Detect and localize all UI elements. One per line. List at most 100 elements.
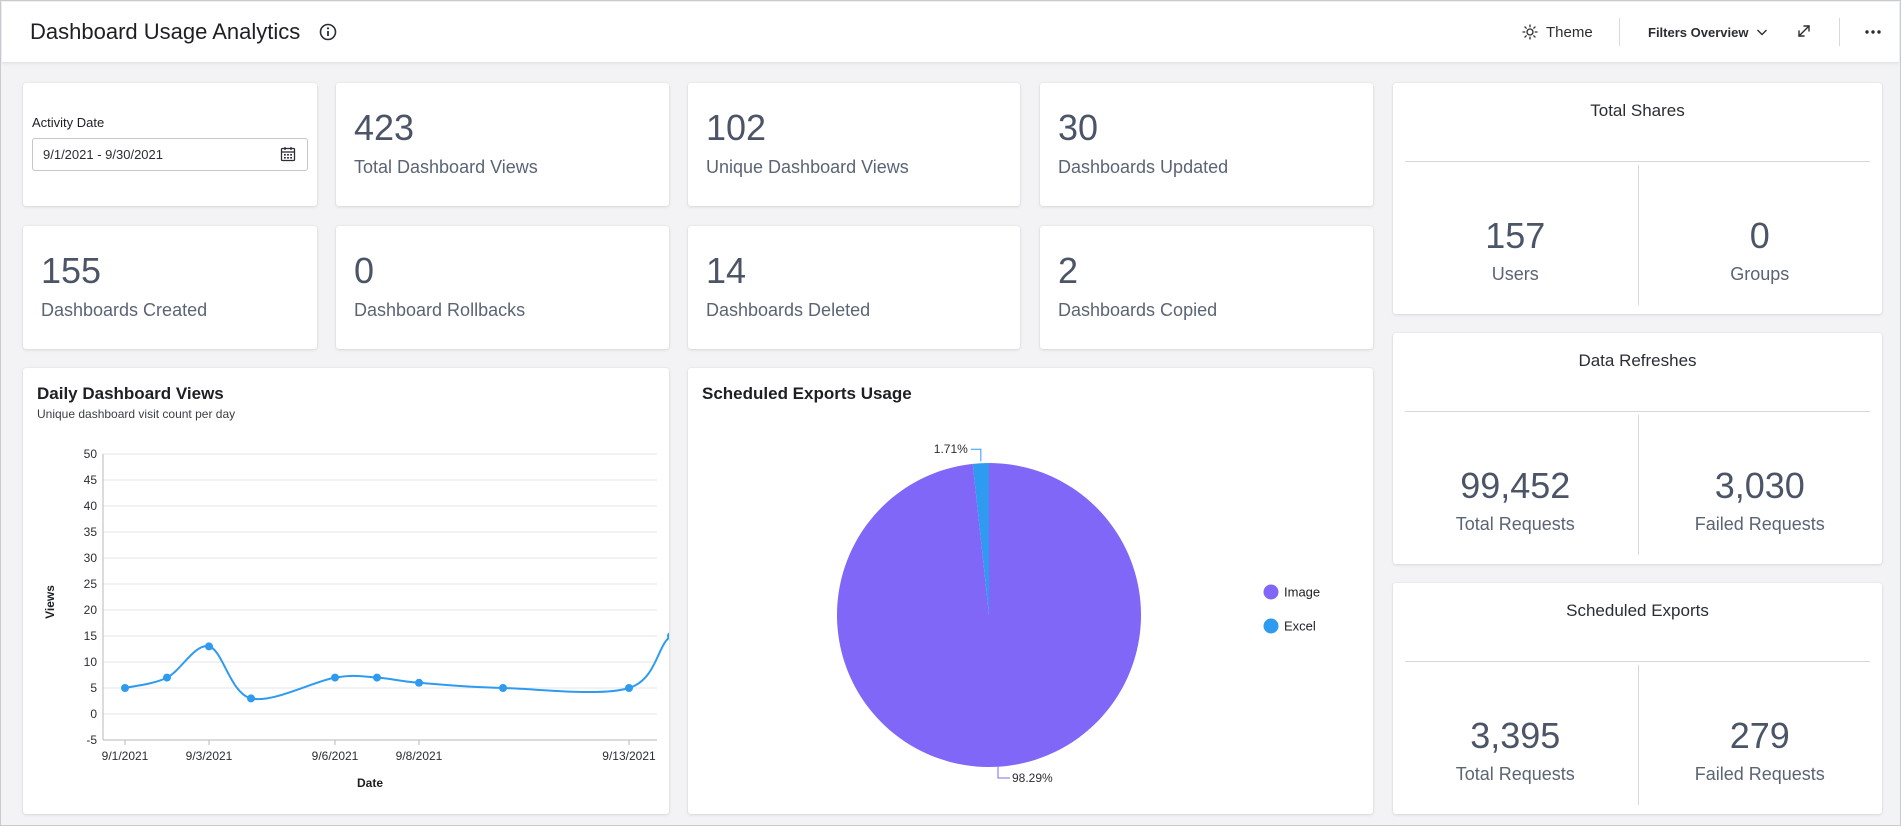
total-requests-label: Total Requests [1455, 764, 1575, 784]
data-label-excel: 1.71% [934, 442, 968, 456]
kpi-card-total-views: 423 Total Dashboard Views [336, 83, 669, 206]
total-shares-card: Total Shares 157 Users 0 Groups [1393, 83, 1882, 314]
divider [1405, 411, 1870, 412]
kpi-card-dashboards-deleted: 14 Dashboards Deleted [688, 226, 1020, 349]
kpi-value: 30 [1058, 107, 1099, 148]
y-tick-label: 0 [90, 707, 97, 721]
kpi-label: Dashboards Deleted [706, 300, 871, 320]
filters-overview-label: Filters Overview [1648, 24, 1749, 40]
kpi-value: 14 [706, 250, 747, 291]
data-point [373, 673, 381, 682]
card-title: Total Shares [1590, 101, 1685, 120]
dashboard-title: Dashboard Usage Analytics [30, 19, 301, 44]
pie-slice-image [837, 463, 1141, 767]
data-refreshes-card: Data Refreshes 99,452 Total Requests 3,0… [1393, 333, 1882, 564]
toolbar-divider [1839, 18, 1840, 46]
y-tick-label: -5 [86, 733, 97, 747]
users-count: 157 [1485, 215, 1546, 256]
theme-label: Theme [1546, 23, 1593, 41]
divider [1637, 665, 1639, 805]
chart-subtitle: Unique dashboard visit count per day [37, 407, 236, 421]
line-chart: -5 0 5 10 15 20 25 30 35 40 45 50 9/1/2021 9/3/2021 9/… [43, 447, 669, 790]
groups-count: 0 [1749, 215, 1770, 256]
legend-swatch [1263, 618, 1279, 634]
kpi-card-dashboards-copied: 2 Dashboards Copied [1040, 226, 1373, 349]
legend-label: Excel [1284, 619, 1316, 634]
card-title: Data Refreshes [1578, 351, 1697, 370]
failed-requests-label: Failed Requests [1694, 764, 1825, 784]
theme-button[interactable]: Theme [1522, 20, 1593, 44]
series-line [124, 636, 669, 701]
scheduled-exports-chart-card: Scheduled Exports Usage 1.71% 98.29% Image… [688, 368, 1373, 814]
date-filter-label: Activity Date [32, 115, 105, 130]
kpi-card-dashboards-created: 155 Dashboards Created [23, 226, 317, 349]
kpi-value: 423 [354, 107, 415, 148]
kpi-label: Dashboards Created [41, 300, 208, 320]
chart-title: Daily Dashboard Views [37, 384, 224, 403]
y-tick-label: 15 [84, 629, 98, 643]
sun-icon [1522, 24, 1538, 40]
info-icon[interactable] [318, 22, 338, 42]
y-tick-label: 40 [84, 499, 98, 513]
date-range-input[interactable]: 9/1/2021 - 9/30/2021 [32, 138, 308, 171]
groups-label: Groups [1730, 264, 1790, 284]
x-tick-label: 9/8/2021 [396, 749, 443, 763]
expand-icon[interactable] [1794, 21, 1814, 41]
y-axis-label: Views [43, 585, 57, 619]
daily-views-chart-card: Daily Dashboard Views Unique dashboard v… [23, 368, 669, 814]
total-requests-count: 99,452 [1460, 465, 1571, 506]
x-tick-label: 9/6/2021 [312, 749, 359, 763]
failed-requests-label: Failed Requests [1694, 514, 1825, 534]
total-requests-label: Total Requests [1455, 514, 1575, 534]
kpi-label: Unique Dashboard Views [706, 157, 909, 177]
y-tick-label: 30 [84, 551, 98, 565]
date-filter-card: Activity Date 9/1/2021 - 9/30/2021 [23, 83, 317, 206]
legend-swatch [1263, 584, 1279, 600]
y-tick-label: 45 [84, 473, 98, 487]
y-tick-label: 50 [84, 447, 98, 461]
scheduled-exports-card: Scheduled Exports 3,395 Total Requests 2… [1393, 583, 1882, 814]
data-point [625, 684, 633, 692]
date-range-value: 9/1/2021 - 9/30/2021 [43, 147, 163, 162]
chevron-down-icon [1757, 29, 1768, 36]
y-tick-label: 20 [84, 603, 98, 617]
kpi-value: 102 [706, 107, 767, 148]
top-bar: Dashboard Usage Analytics Theme Filters … [2, 2, 1899, 63]
divider [1637, 165, 1639, 305]
divider [1405, 661, 1870, 662]
total-requests-count: 3,395 [1470, 715, 1561, 756]
x-tick-label: 9/1/2021 [102, 749, 149, 763]
x-tick-label: 9/3/2021 [186, 749, 233, 763]
calendar-icon[interactable] [279, 145, 297, 163]
filters-overview-button[interactable]: Filters Overview [1648, 20, 1768, 44]
kpi-label: Total Dashboard Views [354, 157, 538, 177]
more-options-icon[interactable] [1862, 21, 1884, 43]
data-point [163, 673, 171, 682]
divider [1637, 415, 1639, 555]
failed-requests-count: 3,030 [1714, 465, 1805, 506]
data-point [415, 678, 423, 687]
x-axis-label: Date [357, 776, 383, 790]
kpi-label: Dashboards Copied [1058, 300, 1218, 320]
y-tick-label: 25 [84, 577, 98, 591]
kpi-card-dashboards-updated: 30 Dashboards Updated [1040, 83, 1373, 206]
x-tick-label: 9/13/2021 [602, 749, 656, 763]
y-tick-label: 10 [84, 655, 98, 669]
leader-line [997, 765, 1010, 779]
card-title: Scheduled Exports [1566, 601, 1709, 620]
divider [1405, 161, 1870, 162]
data-point [667, 632, 669, 640]
y-tick-label: 35 [84, 525, 98, 539]
kpi-card-dashboard-rollbacks: 0 Dashboard Rollbacks [336, 226, 669, 349]
kpi-value: 155 [41, 250, 102, 291]
data-point [121, 684, 129, 692]
y-tick-label: 5 [90, 681, 97, 695]
toolbar-divider [1619, 18, 1620, 46]
chart-title: Scheduled Exports Usage [702, 384, 912, 403]
data-point [331, 673, 339, 682]
leader-line [970, 448, 982, 462]
kpi-label: Dashboard Rollbacks [354, 300, 526, 320]
kpi-card-unique-views: 102 Unique Dashboard Views [688, 83, 1020, 206]
data-point [205, 642, 213, 651]
